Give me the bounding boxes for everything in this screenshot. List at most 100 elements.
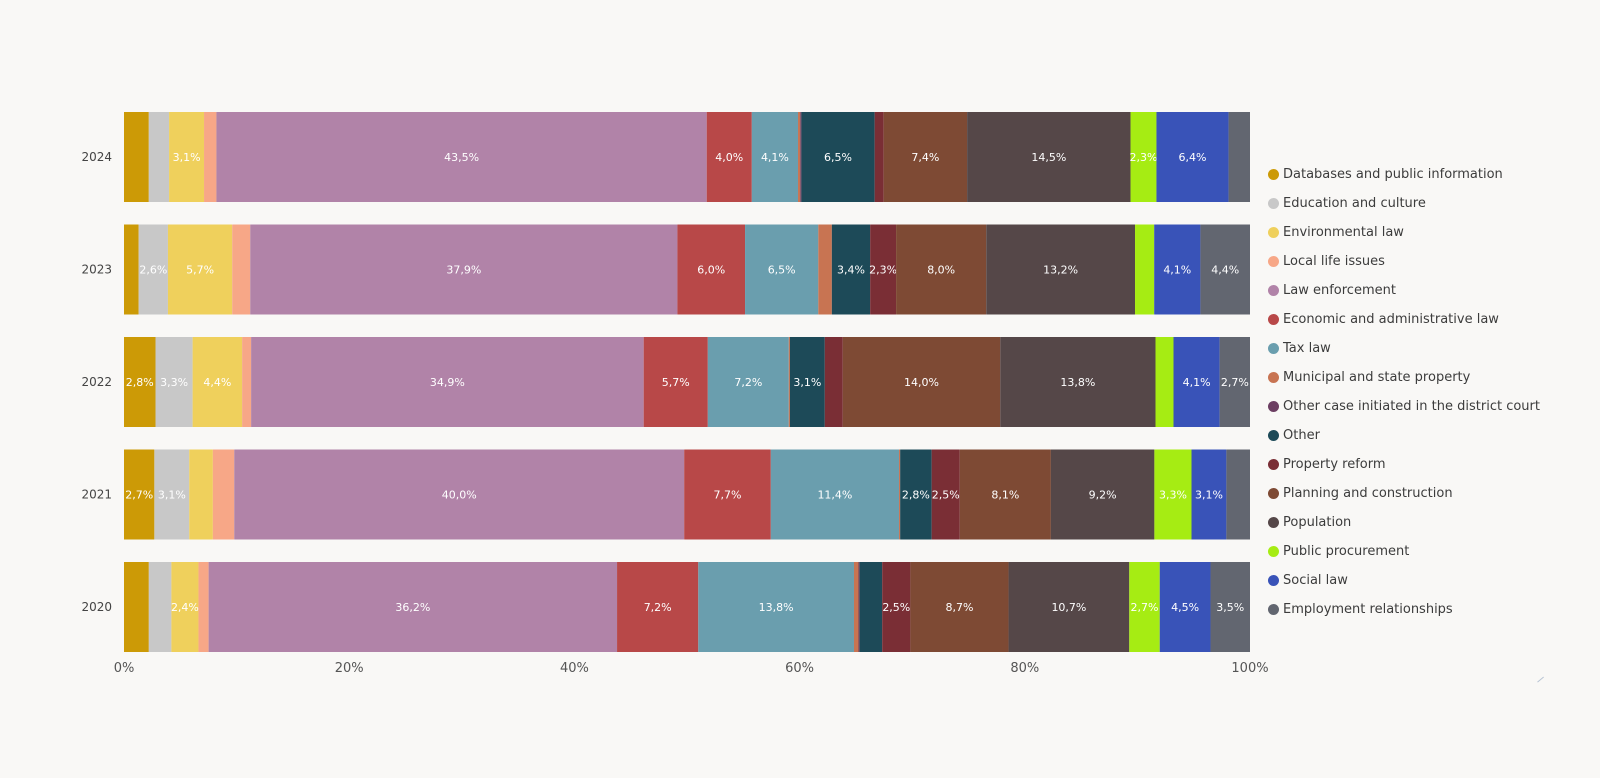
- bar-segment[interactable]: [1200, 224, 1250, 315]
- bar-segment[interactable]: [1156, 112, 1229, 202]
- bar-segment[interactable]: [677, 224, 746, 315]
- bar-segment[interactable]: [818, 224, 832, 315]
- bar-segment[interactable]: [986, 224, 1136, 315]
- legend-item[interactable]: Social law: [1268, 566, 1540, 595]
- bar-segment[interactable]: [842, 337, 1001, 427]
- data-label: 4,1%: [1163, 264, 1191, 277]
- bar-segment[interactable]: [1000, 337, 1156, 427]
- bar-segment[interactable]: [1159, 562, 1211, 652]
- bar-segment[interactable]: [138, 224, 168, 315]
- bar-segment[interactable]: [874, 112, 884, 202]
- bar-segment[interactable]: [155, 337, 193, 427]
- bar-segment[interactable]: [899, 449, 901, 540]
- bar-segment[interactable]: [1210, 562, 1250, 652]
- bar-segment[interactable]: [684, 449, 771, 540]
- bar-segment[interactable]: [250, 224, 678, 315]
- bar-segment[interactable]: [124, 449, 155, 540]
- legend-item[interactable]: Tax law: [1268, 334, 1540, 363]
- bar-segment[interactable]: [745, 224, 819, 315]
- legend-item[interactable]: Planning and construction: [1268, 479, 1540, 508]
- bar-segment[interactable]: [1154, 224, 1201, 315]
- bar-segment[interactable]: [870, 224, 897, 315]
- bar-segment[interactable]: [212, 449, 235, 540]
- bar-segment[interactable]: [707, 337, 789, 427]
- bar-segment[interactable]: [167, 224, 233, 315]
- bar-segment[interactable]: [242, 337, 252, 427]
- legend-item[interactable]: Environmental law: [1268, 218, 1540, 247]
- bar-segment[interactable]: [171, 562, 199, 652]
- bar-segment[interactable]: [148, 562, 172, 652]
- legend-item[interactable]: Databases and public information: [1268, 160, 1540, 189]
- bar-segment[interactable]: [858, 562, 860, 652]
- bar-segment[interactable]: [859, 562, 883, 652]
- bar-segment[interactable]: [169, 112, 205, 202]
- bar-segment[interactable]: [931, 449, 960, 540]
- bar-segment[interactable]: [1129, 562, 1160, 652]
- bar-segment[interactable]: [124, 224, 139, 315]
- legend-item[interactable]: Other case initiated in the district cou…: [1268, 392, 1540, 421]
- bar-segment[interactable]: [788, 337, 790, 427]
- x-tick-label: 40%: [560, 661, 589, 676]
- bar-segment[interactable]: [882, 562, 911, 652]
- bar-segment[interactable]: [798, 112, 801, 202]
- bar-segment[interactable]: [124, 562, 149, 652]
- legend-item[interactable]: Employment relationships: [1268, 595, 1540, 624]
- bar-segment[interactable]: [1130, 112, 1157, 202]
- bar-segment[interactable]: [1226, 449, 1250, 540]
- bar-segment[interactable]: [1050, 449, 1155, 540]
- bar-segment[interactable]: [1191, 449, 1227, 540]
- bar-segment[interactable]: [251, 337, 644, 427]
- bar-segment[interactable]: [967, 112, 1131, 202]
- bar-segment[interactable]: [192, 337, 243, 427]
- category-label: 2020: [81, 600, 112, 614]
- bar-segment[interactable]: [698, 562, 854, 652]
- legend-item[interactable]: Municipal and state property: [1268, 363, 1540, 392]
- bar-segment[interactable]: [853, 562, 859, 652]
- bar-segment[interactable]: [770, 449, 900, 540]
- bar-segment[interactable]: [706, 112, 752, 202]
- bar-segment[interactable]: [643, 337, 708, 427]
- bar-segment[interactable]: [189, 449, 213, 540]
- legend-swatch-icon: [1268, 256, 1279, 267]
- bar-segment[interactable]: [883, 112, 968, 202]
- legend-item[interactable]: Law enforcement: [1268, 276, 1540, 305]
- bar-segment[interactable]: [124, 337, 156, 427]
- bar-segment[interactable]: [204, 112, 217, 202]
- bar-segment[interactable]: [617, 562, 699, 652]
- bar-segment[interactable]: [1008, 562, 1130, 652]
- legend-item[interactable]: Other: [1268, 421, 1540, 450]
- bar-segment[interactable]: [232, 224, 251, 315]
- data-label: 3,1%: [793, 376, 821, 389]
- bar-segment[interactable]: [208, 562, 618, 652]
- legend-item[interactable]: Public procurement: [1268, 537, 1540, 566]
- bar-segment[interactable]: [216, 112, 707, 202]
- bar-segment[interactable]: [789, 337, 825, 427]
- bar-segment[interactable]: [896, 224, 987, 315]
- bar-segment[interactable]: [1155, 337, 1174, 427]
- bar-segment[interactable]: [800, 112, 802, 202]
- bar-segment[interactable]: [831, 224, 871, 315]
- legend-item[interactable]: Education and culture: [1268, 189, 1540, 218]
- bar-segment[interactable]: [900, 449, 932, 540]
- bar-segment[interactable]: [910, 562, 1009, 652]
- bar-segment[interactable]: [1219, 337, 1250, 427]
- bar-segment[interactable]: [234, 449, 685, 540]
- bar-segment[interactable]: [1173, 337, 1220, 427]
- bar-segment[interactable]: [1135, 224, 1155, 315]
- legend-item[interactable]: Local life issues: [1268, 247, 1540, 276]
- legend-item[interactable]: Population: [1268, 508, 1540, 537]
- bar-segment[interactable]: [148, 112, 170, 202]
- legend-item[interactable]: Property reform: [1268, 450, 1540, 479]
- bar-segment[interactable]: [198, 562, 209, 652]
- bar-segment[interactable]: [154, 449, 190, 540]
- bar-segment[interactable]: [751, 112, 799, 202]
- bar-segment[interactable]: [1154, 449, 1192, 540]
- bar-segment[interactable]: [959, 449, 1051, 540]
- legend-item[interactable]: Economic and administrative law: [1268, 305, 1540, 334]
- bar-segment[interactable]: [1228, 112, 1250, 202]
- bar-segment[interactable]: [801, 112, 875, 202]
- bar-segment[interactable]: [124, 112, 149, 202]
- data-label: 14,0%: [904, 376, 939, 389]
- data-label: 2,4%: [171, 601, 199, 614]
- bar-segment[interactable]: [824, 337, 843, 427]
